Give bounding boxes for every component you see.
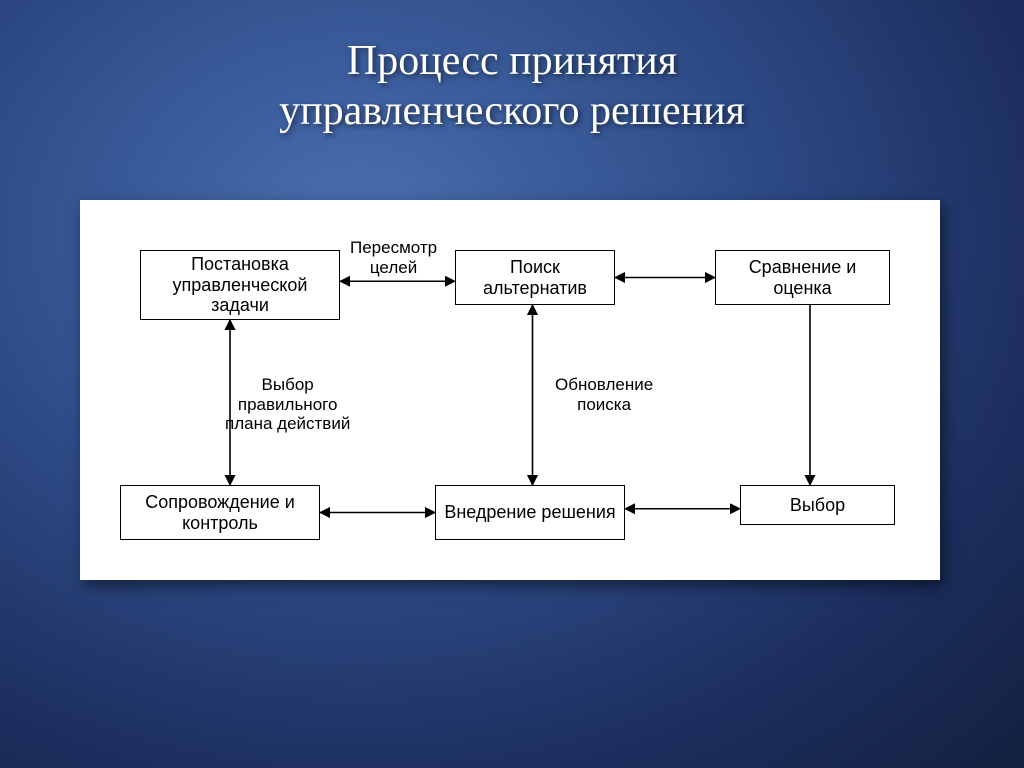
slide-title: Процесс принятия управленческого решения: [0, 36, 1024, 137]
edge-label-update-search: Обновление поиска: [555, 375, 653, 414]
slide: Процесс принятия управленческого решения…: [0, 0, 1024, 768]
node-implement: Внедрение решения: [435, 485, 625, 540]
flowchart-diagram: Постановка управленческой задачи Поиск а…: [80, 200, 940, 580]
node-choice: Выбор: [740, 485, 895, 525]
node-search-alts: Поиск альтернатив: [455, 250, 615, 305]
node-compare-evaluate: Сравнение и оценка: [715, 250, 890, 305]
title-line-1: Процесс принятия: [347, 38, 677, 84]
edge-label-choose-plan: Выбор правильного плана действий: [225, 375, 350, 434]
node-task-statement: Постановка управленческой задачи: [140, 250, 340, 320]
edge-label-review-goals: Пересмотр целей: [350, 238, 437, 277]
title-line-2: управленческого решения: [279, 88, 745, 134]
node-support-control: Сопровождение и контроль: [120, 485, 320, 540]
